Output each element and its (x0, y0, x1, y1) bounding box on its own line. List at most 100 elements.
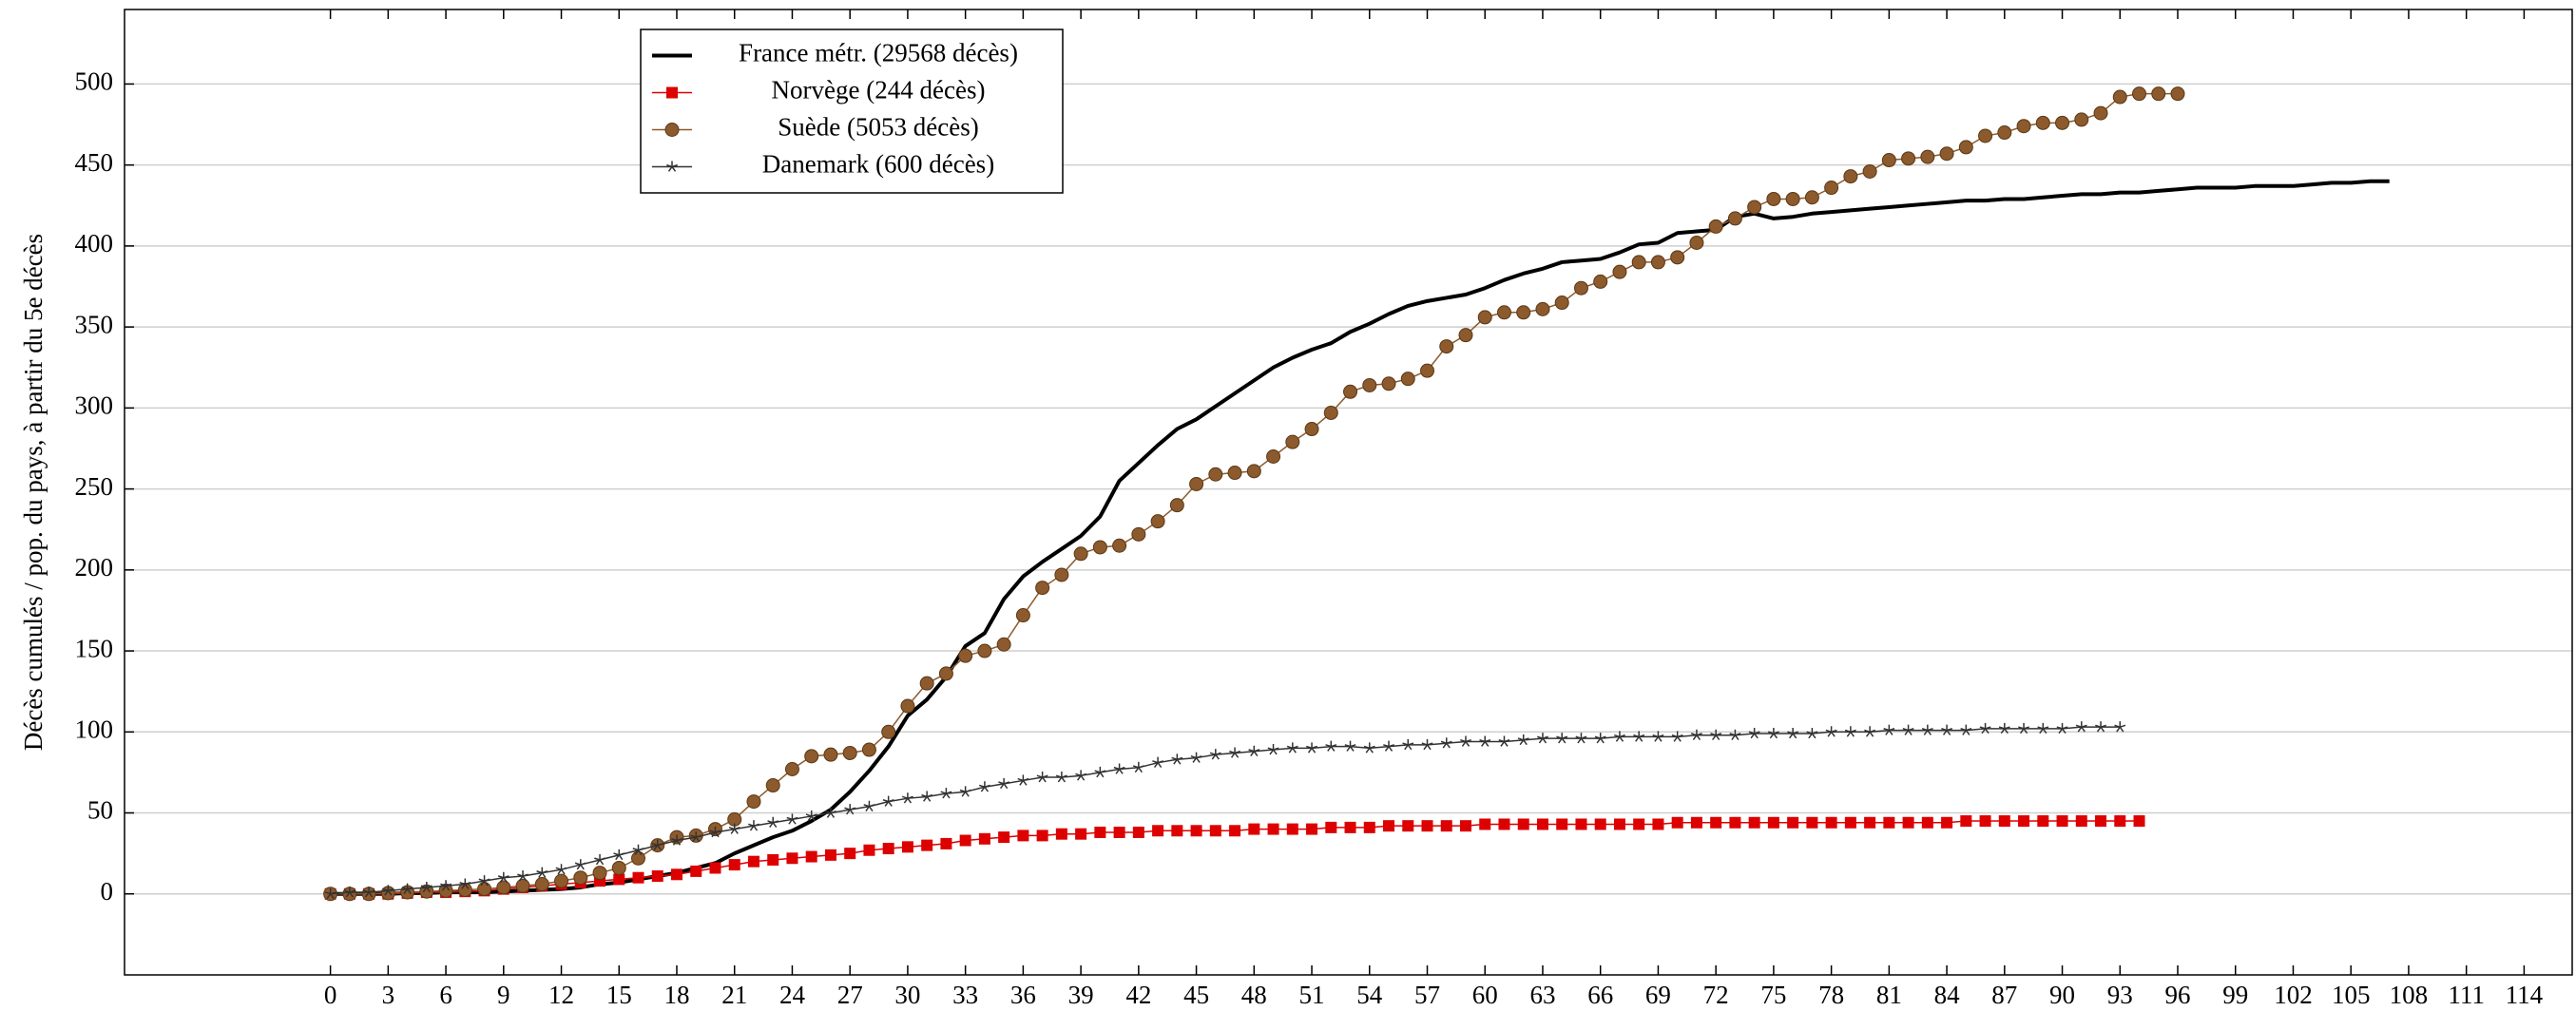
x-tick-label: 105 (2332, 981, 2371, 1009)
marker (1094, 766, 1106, 778)
x-tick-label: 60 (1472, 981, 1498, 1009)
marker (805, 810, 817, 822)
marker (1516, 305, 1531, 320)
marker (2132, 86, 2147, 102)
marker (1593, 274, 1608, 289)
marker (1998, 815, 2010, 828)
marker (1708, 219, 1723, 234)
marker (1787, 816, 1799, 829)
marker (1997, 125, 2012, 141)
marker (478, 875, 490, 887)
marker (844, 848, 856, 860)
marker (690, 865, 702, 877)
marker (1383, 740, 1394, 752)
marker (1920, 149, 1935, 164)
marker (555, 864, 567, 875)
marker (1075, 770, 1087, 781)
marker (1496, 305, 1511, 320)
marker (1710, 729, 1722, 741)
marker (1286, 823, 1298, 835)
y-tick-label: 450 (75, 148, 114, 177)
x-tick-label: 63 (1529, 981, 1555, 1009)
marker (709, 862, 721, 874)
marker (1267, 744, 1279, 755)
marker (1806, 816, 1818, 829)
marker (1150, 514, 1165, 529)
marker (1690, 729, 1702, 741)
marker (1092, 540, 1107, 555)
x-tick-label: 99 (2222, 981, 2248, 1009)
marker (401, 883, 413, 894)
legend-label: Danemark (600 décès) (762, 150, 994, 179)
marker (1363, 821, 1375, 833)
marker (1573, 280, 1588, 296)
marker (728, 859, 740, 871)
marker (2055, 115, 2070, 130)
x-tick-label: 9 (497, 981, 510, 1009)
marker (1306, 742, 1317, 753)
marker (613, 849, 625, 861)
marker (440, 880, 452, 891)
marker (1498, 818, 1510, 830)
marker (592, 866, 607, 881)
marker (1112, 538, 1127, 553)
marker (651, 839, 663, 850)
marker (767, 853, 779, 866)
marker (938, 666, 953, 681)
marker (1479, 818, 1491, 830)
marker (977, 643, 992, 658)
marker (805, 850, 817, 863)
x-tick-label: 90 (2049, 981, 2075, 1009)
x-tick-label: 0 (324, 981, 337, 1009)
marker (728, 823, 740, 834)
x-tick-label: 48 (1241, 981, 1267, 1009)
marker (1787, 728, 1799, 739)
marker (2114, 815, 2126, 828)
marker (1285, 434, 1300, 449)
legend-marker (664, 123, 680, 137)
y-tick-label: 250 (75, 472, 114, 501)
marker (1862, 163, 1877, 179)
marker (2095, 721, 2106, 733)
marker (1381, 376, 1396, 391)
marker (2018, 815, 2030, 828)
x-tick-label: 69 (1645, 981, 1671, 1009)
marker (1843, 169, 1858, 184)
marker (1248, 745, 1260, 757)
series-line (330, 726, 2121, 895)
marker (1015, 608, 1030, 623)
marker (1459, 820, 1471, 832)
marker (1363, 742, 1375, 753)
marker (1979, 722, 1991, 734)
marker (1383, 820, 1395, 832)
marker (1748, 816, 1760, 829)
marker (1036, 772, 1048, 783)
marker (1670, 250, 1685, 265)
marker (1479, 735, 1491, 747)
y-tick-label: 150 (75, 634, 114, 662)
marker (2056, 722, 2068, 734)
marker (1554, 296, 1569, 311)
marker (2075, 721, 2087, 733)
marker (2056, 815, 2068, 828)
marker (1132, 826, 1144, 838)
marker (2016, 119, 2031, 134)
marker (1650, 255, 1665, 270)
marker (363, 887, 375, 898)
marker (1883, 724, 1895, 735)
marker (1131, 526, 1146, 542)
x-tick-label: 30 (894, 981, 920, 1009)
x-tick-label: 54 (1356, 981, 1383, 1009)
marker (1689, 235, 1704, 250)
marker (1979, 815, 1991, 828)
marker (1402, 738, 1414, 751)
marker (1671, 816, 1683, 829)
marker (1458, 328, 1473, 343)
marker (420, 881, 433, 893)
marker (2037, 722, 2049, 734)
x-tick-label: 87 (1991, 981, 2017, 1009)
marker (767, 816, 779, 829)
marker (496, 880, 511, 895)
marker (844, 804, 856, 815)
marker (574, 859, 586, 870)
